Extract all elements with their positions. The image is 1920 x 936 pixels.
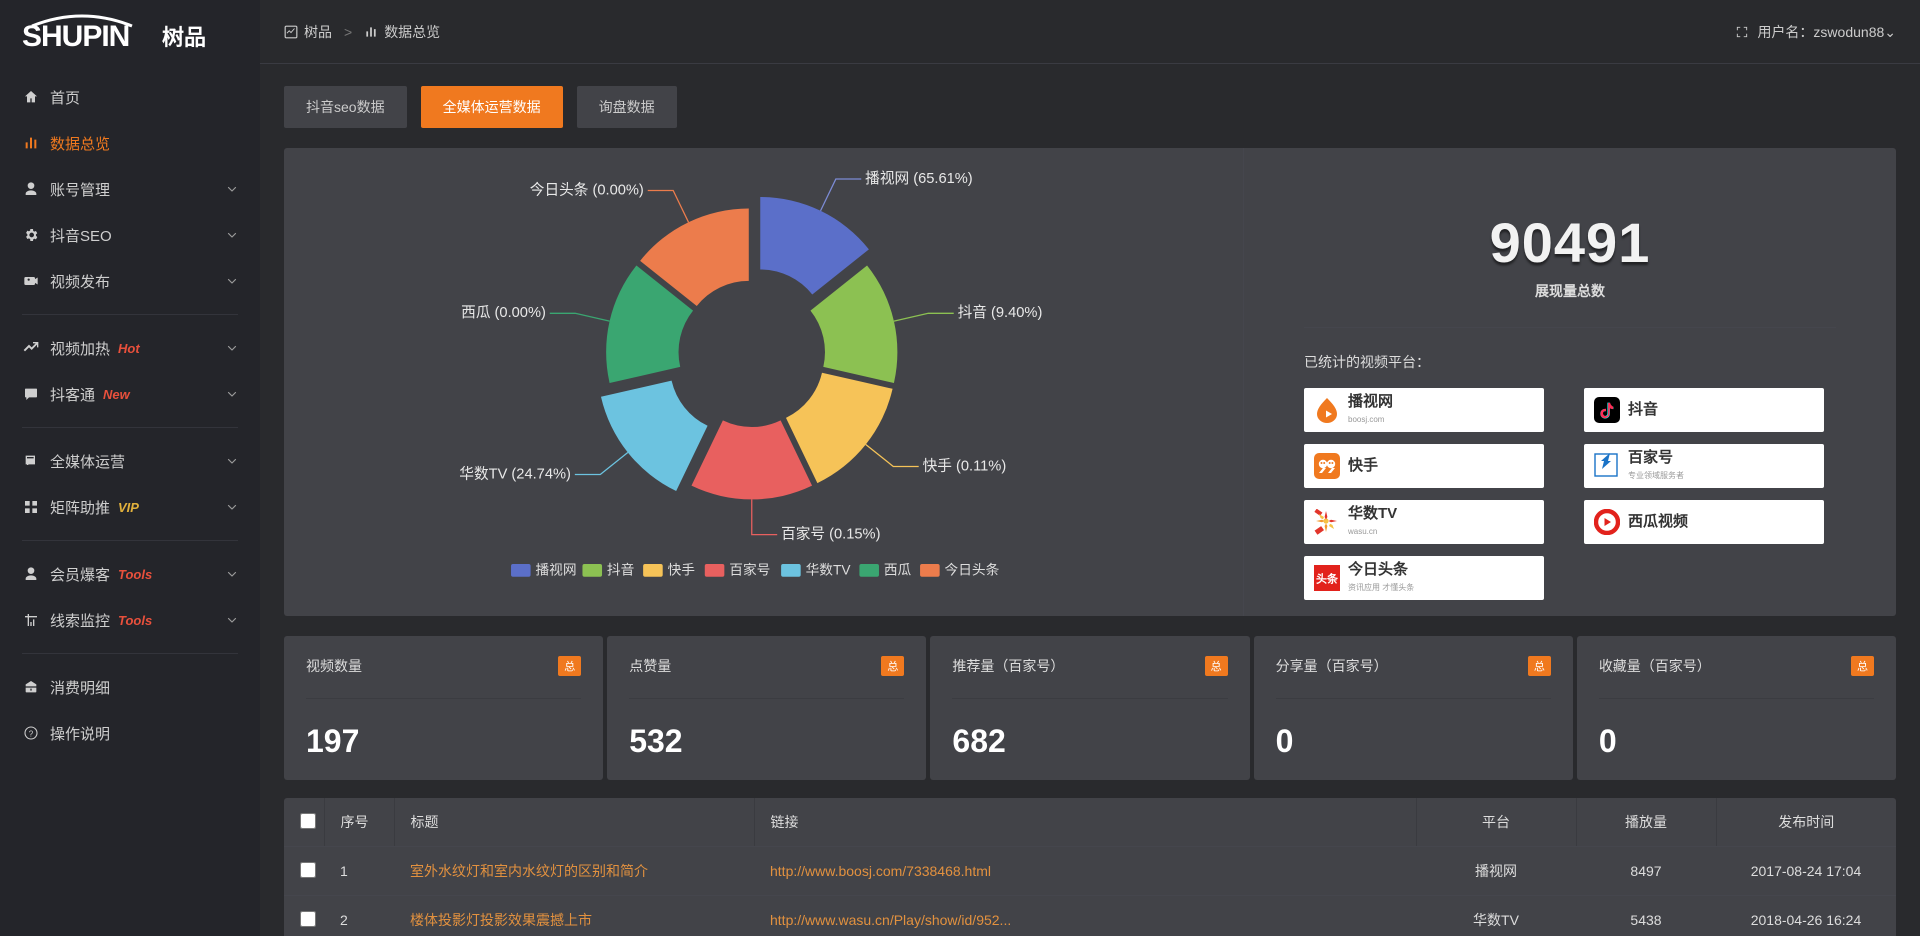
svg-text:头条: 头条 xyxy=(1316,572,1339,586)
svg-text:SHUPIN: SHUPIN xyxy=(22,20,129,52)
svg-text:今日头条: 今日头条 xyxy=(945,561,1000,577)
svg-text:华数TV: 华数TV xyxy=(806,562,852,577)
svg-text:西瓜 (0.00%): 西瓜 (0.00%) xyxy=(461,305,546,321)
svg-text:今日头条 (0.00%): 今日头条 (0.00%) xyxy=(530,181,644,198)
svg-text:百家号: 百家号 xyxy=(729,561,770,577)
svg-text:播视网 (65.61%): 播视网 (65.61%) xyxy=(865,170,973,187)
svg-text:快手: 快手 xyxy=(668,562,696,577)
svg-text:华数TV (24.74%): 华数TV (24.74%) xyxy=(459,465,571,482)
svg-text:抖音 (9.40%): 抖音 (9.40%) xyxy=(958,304,1043,321)
svg-text:百家号 (0.15%): 百家号 (0.15%) xyxy=(781,526,880,543)
svg-text:快手 (0.11%): 快手 (0.11%) xyxy=(923,457,1007,474)
svg-text:?: ? xyxy=(29,729,34,738)
svg-text:抖音: 抖音 xyxy=(607,561,634,577)
svg-text:西瓜: 西瓜 xyxy=(884,562,912,577)
svg-text:树品: 树品 xyxy=(162,25,206,50)
svg-text:播视网: 播视网 xyxy=(535,562,576,577)
